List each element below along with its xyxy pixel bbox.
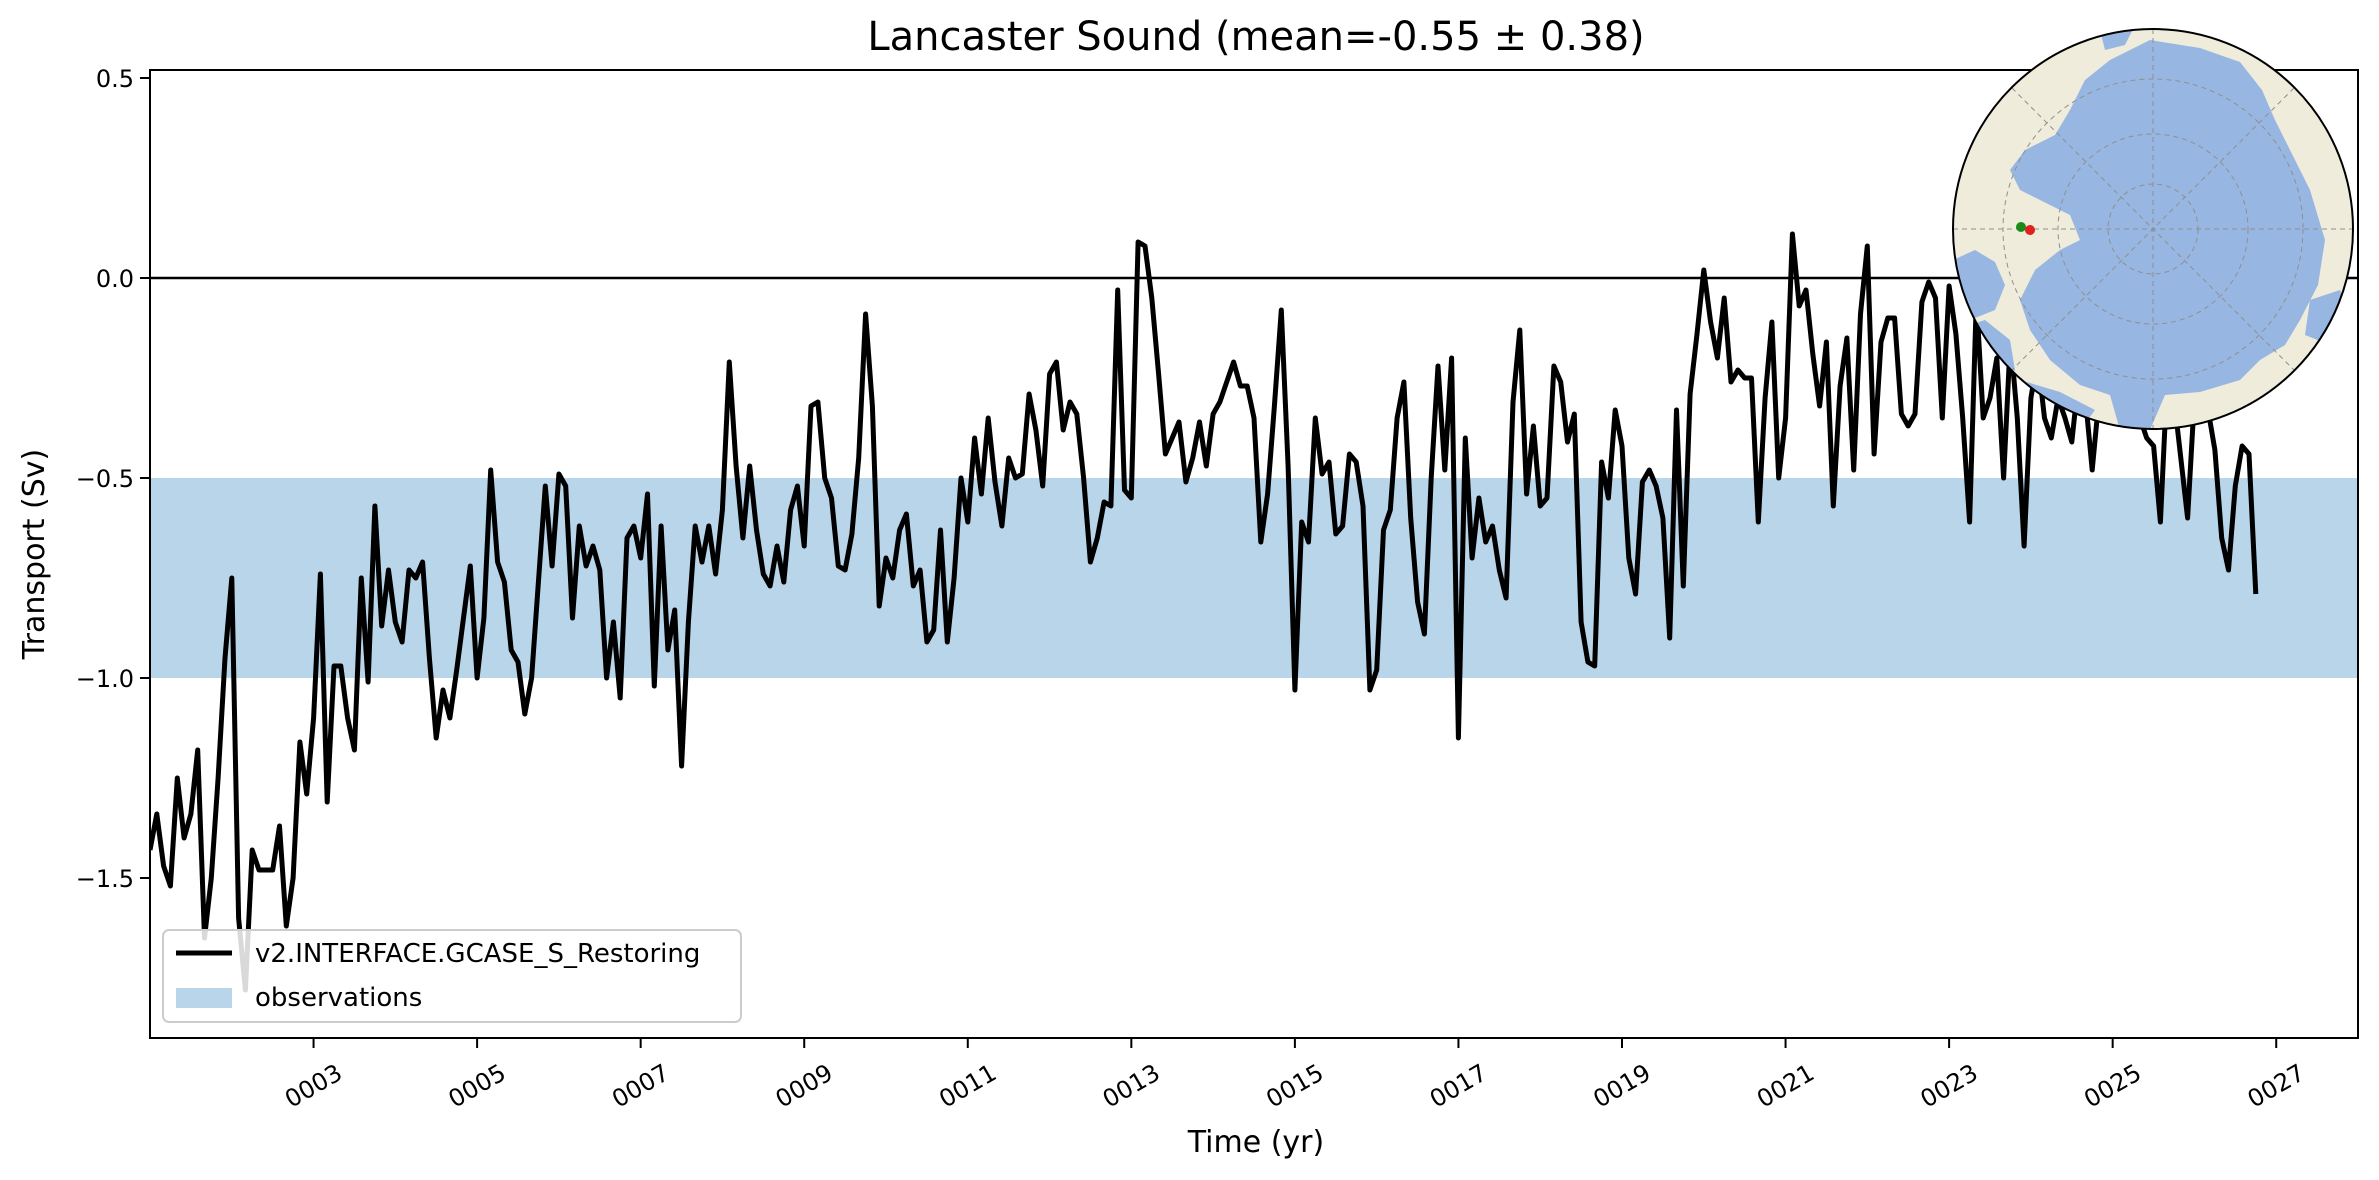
inset-map xyxy=(1952,28,2354,430)
legend: v2.INTERFACE.GCASE_S_Restoring observati… xyxy=(162,929,742,1023)
plot-frame xyxy=(149,69,2359,1039)
inset-map-border xyxy=(1952,28,2354,430)
legend-box xyxy=(162,929,742,1023)
x-tick-label: 0013 xyxy=(1098,1059,1165,1114)
y-tick-label: 0.0 xyxy=(96,265,134,293)
x-tick-label: 0011 xyxy=(934,1059,1001,1114)
y-tick-label: 0.5 xyxy=(96,65,134,93)
y-tick-label: −0.5 xyxy=(76,465,134,493)
x-tick-label: 0019 xyxy=(1589,1059,1656,1114)
x-tick-label: 0015 xyxy=(1261,1059,1328,1114)
x-tick-label: 0017 xyxy=(1425,1059,1492,1114)
y-tick-label: −1.0 xyxy=(76,665,134,693)
x-tick-label: 0025 xyxy=(2079,1059,2146,1114)
legend-observations-swatch xyxy=(176,988,232,1008)
legend-series-label: v2.INTERFACE.GCASE_S_Restoring xyxy=(255,939,700,969)
x-tick-label: 0023 xyxy=(1916,1059,1983,1114)
x-tick-label: 0021 xyxy=(1752,1059,1819,1114)
y-tick-label: −1.5 xyxy=(76,865,134,893)
x-axis-title: Time (yr) xyxy=(1187,1125,1324,1160)
y-axis-title: Transport (Sv) xyxy=(17,449,52,661)
inset-map-start-marker xyxy=(2016,222,2026,232)
x-tick-label: 0007 xyxy=(607,1059,674,1114)
series-line-v2-interface-gcase-s-restoring xyxy=(150,231,2259,993)
inset-map-end-marker xyxy=(2025,225,2035,235)
chart-title: Lancaster Sound (mean=-0.55 ± 0.38) xyxy=(867,14,1644,60)
y-axis: 0.5 0.0 −0.5 −1.0 −1.5 xyxy=(76,65,150,893)
inset-map-graticule xyxy=(1953,29,2353,429)
x-tick-label: 0027 xyxy=(2243,1059,2310,1114)
x-tick-label: 0003 xyxy=(280,1059,347,1114)
observations-band xyxy=(150,478,2358,678)
x-tick-label: 0009 xyxy=(771,1059,838,1114)
x-tick-label: 0005 xyxy=(444,1059,511,1114)
x-axis: 0003 0005 0007 0009 0011 0013 0015 0017 0019 0021… xyxy=(280,1038,2310,1113)
legend-observations-label: observations xyxy=(255,983,422,1013)
